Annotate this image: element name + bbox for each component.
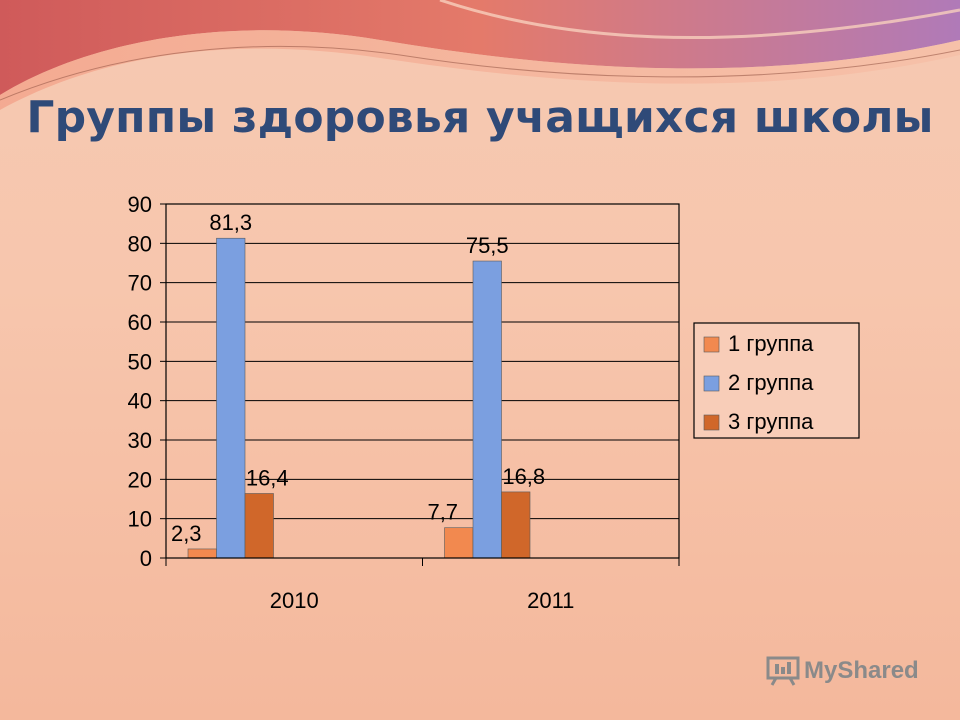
data-label: 81,3 — [209, 210, 252, 235]
data-labels: 2,3 7,7 81,3 75,5 16,4 16,8 — [171, 210, 545, 546]
x-tick-label: 2010 — [270, 588, 319, 613]
legend-box — [693, 322, 860, 439]
y-tick-label: 40 — [128, 389, 152, 414]
data-label: 16,8 — [502, 464, 545, 489]
y-tick-label: 10 — [128, 507, 152, 532]
x-tick-label: 2011 — [527, 588, 574, 613]
y-tick-label: 30 — [128, 428, 152, 453]
bars — [187, 237, 531, 559]
data-label: 2,3 — [171, 521, 202, 546]
legend: 1 группа 2 группа 3 группа — [693, 322, 860, 439]
data-label: 75,5 — [466, 233, 509, 258]
bar — [444, 527, 474, 559]
slide-title: Группы здоровья учащихся школы — [26, 92, 934, 143]
bar — [187, 548, 217, 559]
y-axis-ticks: 0 10 20 30 40 50 60 70 80 90 — [128, 192, 166, 571]
presentation-board-icon — [766, 656, 800, 686]
watermark: MyShared — [766, 656, 919, 686]
bar — [472, 260, 502, 559]
bar — [501, 491, 531, 559]
y-tick-label: 0 — [140, 546, 152, 571]
gridlines — [166, 242, 679, 520]
data-label: 7,7 — [427, 500, 458, 525]
legend-label: 3 группа — [728, 409, 814, 434]
data-label: 16,4 — [246, 465, 289, 490]
bar — [216, 237, 246, 559]
y-tick-label: 90 — [128, 192, 152, 217]
legend-swatch — [703, 375, 720, 392]
y-tick-label: 80 — [128, 231, 152, 256]
y-tick-label: 20 — [128, 467, 152, 492]
watermark-text: MyShared — [804, 657, 919, 684]
bar — [244, 493, 274, 559]
y-tick-label: 50 — [128, 349, 152, 374]
y-tick-label: 70 — [128, 271, 152, 296]
y-tick-label: 60 — [128, 310, 152, 335]
legend-label: 1 группа — [728, 331, 814, 356]
legend-swatch — [703, 414, 720, 431]
legend-swatch — [703, 336, 720, 353]
legend-label: 2 группа — [728, 370, 814, 395]
x-axis-ticks: 2010 2011 — [165, 558, 680, 613]
plot-frame — [165, 203, 680, 559]
